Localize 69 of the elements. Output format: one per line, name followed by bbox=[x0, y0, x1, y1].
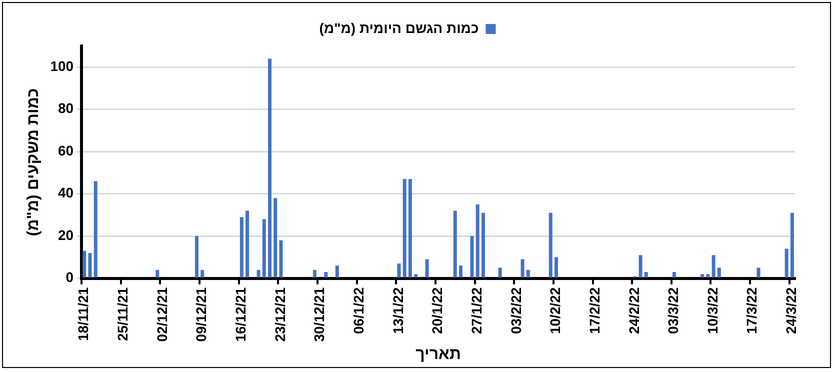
bar bbox=[498, 268, 502, 278]
bar bbox=[262, 219, 266, 278]
bar bbox=[256, 270, 260, 278]
bar bbox=[268, 58, 272, 278]
bar bbox=[274, 198, 278, 278]
x-tick-label: 03/3/22 bbox=[665, 287, 682, 334]
bar bbox=[94, 181, 98, 278]
bar bbox=[88, 252, 92, 278]
bar bbox=[717, 268, 721, 278]
bar bbox=[200, 270, 204, 278]
y-tick-label: 20 bbox=[58, 226, 74, 243]
y-tick-label: 100 bbox=[50, 58, 74, 74]
bar bbox=[459, 266, 462, 278]
bar bbox=[194, 236, 198, 278]
x-tick-label: 17/3/22 bbox=[744, 287, 760, 334]
bar bbox=[700, 274, 704, 278]
x-tick-label: 10/3/22 bbox=[704, 287, 720, 334]
bar bbox=[526, 270, 530, 278]
bar bbox=[425, 259, 429, 278]
bar bbox=[481, 212, 485, 278]
x-tick-label: 16/12/21 bbox=[232, 287, 249, 342]
bar bbox=[548, 212, 552, 278]
x-tick-label: 24/3/22 bbox=[783, 287, 800, 334]
x-tick-label: 06/1/22 bbox=[350, 287, 366, 334]
bar bbox=[408, 179, 412, 278]
bar bbox=[402, 179, 406, 278]
x-tick-label: 03/2/22 bbox=[508, 287, 524, 334]
x-tick-label: 20/1/22 bbox=[429, 287, 446, 334]
bar bbox=[279, 240, 283, 278]
bar bbox=[156, 270, 160, 278]
bar bbox=[790, 212, 794, 278]
bar bbox=[554, 257, 558, 278]
bar bbox=[397, 264, 401, 278]
x-tick-label: 24/2/22 bbox=[626, 287, 642, 334]
bar bbox=[784, 248, 788, 278]
x-axis-title: תאריך bbox=[416, 346, 461, 363]
x-tick-label: 18/11/21 bbox=[75, 287, 92, 342]
y-axis-title: כמות משקעים (מ"מ) bbox=[25, 88, 42, 236]
bar bbox=[706, 274, 710, 278]
legend-label: כמות הגשם היומית (מ"מ) bbox=[319, 20, 479, 36]
bar bbox=[82, 250, 86, 278]
bar bbox=[756, 268, 760, 278]
x-tick-label: 25/11/21 bbox=[114, 287, 131, 342]
bar bbox=[240, 217, 244, 278]
x-tick-label: 13/1/22 bbox=[390, 287, 406, 334]
x-tick-label: 10/2/22 bbox=[547, 287, 564, 334]
y-tick-label: 0 bbox=[66, 269, 74, 286]
bar bbox=[414, 274, 418, 278]
x-tick-label: 30/12/21 bbox=[311, 287, 328, 342]
x-tick-label: 09/12/21 bbox=[193, 287, 210, 342]
bar bbox=[476, 204, 480, 278]
bar bbox=[520, 259, 524, 278]
x-tick-label: 17/2/22 bbox=[586, 287, 602, 334]
x-tick-label: 02/12/21 bbox=[154, 287, 170, 342]
y-tick-label: 60 bbox=[58, 142, 74, 158]
bar bbox=[470, 236, 474, 278]
bar bbox=[335, 266, 339, 278]
bar bbox=[453, 210, 457, 278]
bar bbox=[324, 272, 328, 278]
y-tick-label: 80 bbox=[58, 100, 74, 116]
bar bbox=[672, 272, 676, 278]
y-tick-label: 40 bbox=[58, 184, 74, 201]
bar bbox=[644, 272, 648, 278]
x-tick-label: 23/12/21 bbox=[272, 287, 288, 342]
x-tick-label: 27/1/22 bbox=[468, 287, 484, 334]
bar bbox=[312, 270, 316, 278]
bar bbox=[712, 255, 716, 278]
bar bbox=[638, 255, 642, 278]
bar bbox=[246, 210, 250, 278]
